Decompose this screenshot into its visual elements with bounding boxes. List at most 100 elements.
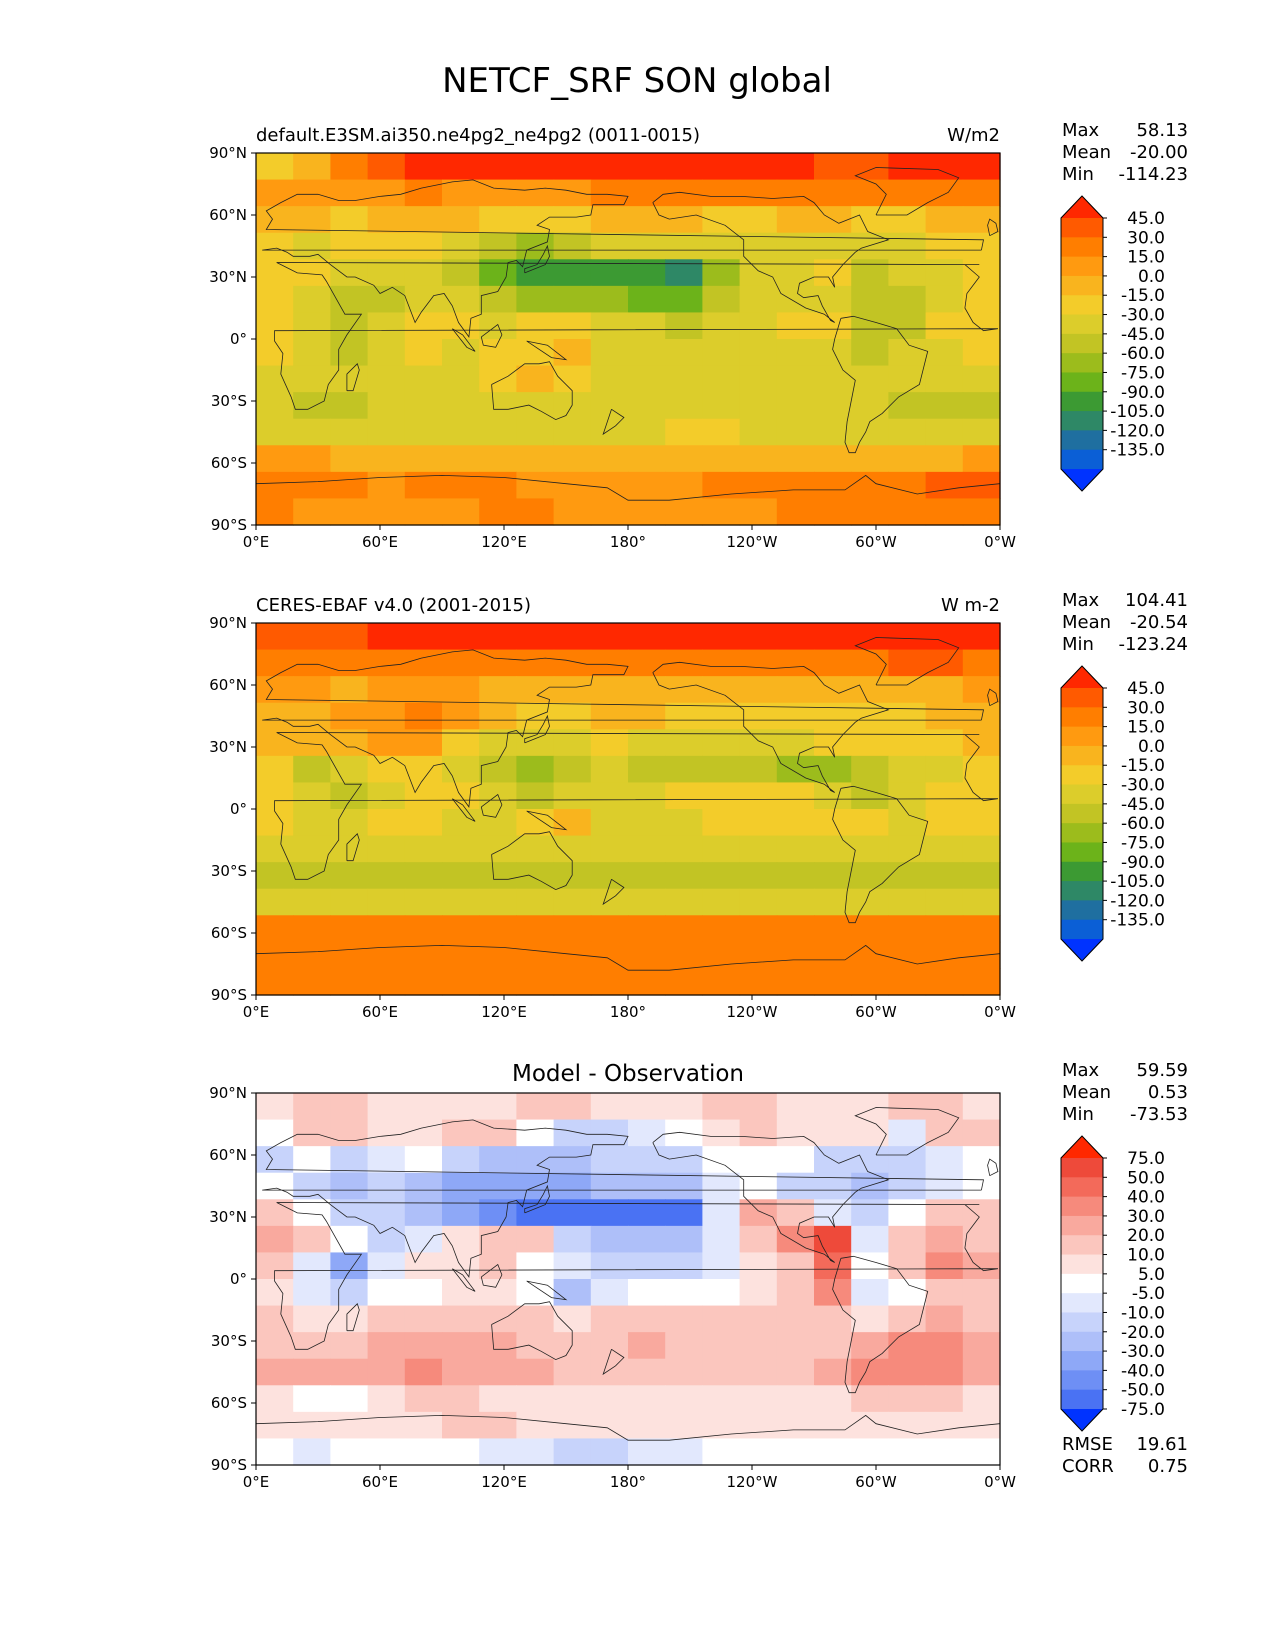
field-cell <box>516 835 555 863</box>
field-cell <box>628 1225 666 1254</box>
field-cell <box>442 339 480 367</box>
field-cell <box>925 285 964 314</box>
field-cell <box>293 179 331 207</box>
field-cell <box>256 179 294 207</box>
lon-tick-label: 0°W <box>984 1473 1016 1491</box>
field-cell <box>330 809 369 837</box>
field-cell <box>553 232 592 260</box>
colorbar-label: -75.0 <box>1121 1400 1165 1420</box>
field-cell <box>925 1358 964 1386</box>
field-cell <box>739 153 778 181</box>
panel-title-center: Model - Observation <box>512 1061 744 1087</box>
field-cell <box>925 1093 964 1121</box>
field-cell <box>888 1385 927 1413</box>
colorbar-label: -15.0 <box>1121 756 1165 776</box>
field-cell <box>516 498 555 526</box>
coastline <box>491 831 573 891</box>
field-cell <box>330 339 369 367</box>
lat-tick-label: 30°N <box>209 1208 247 1226</box>
field-cell <box>628 862 666 890</box>
field-cell <box>628 1385 666 1413</box>
field-cell <box>665 1438 703 1466</box>
field-cell <box>628 1411 666 1440</box>
stat-value: -20.54 <box>1130 612 1188 633</box>
field-cell <box>851 259 889 287</box>
field-cell <box>702 1411 741 1440</box>
field-cell <box>739 941 778 970</box>
field-cell <box>665 1279 703 1307</box>
colorbar-label: 40.0 <box>1127 1188 1165 1208</box>
field-cell <box>293 835 331 863</box>
stat-value: 104.41 <box>1125 590 1188 611</box>
colorbar-label: 15.0 <box>1127 718 1165 738</box>
field-cell <box>702 312 741 340</box>
field-cell <box>590 1358 629 1386</box>
field-cell <box>888 179 927 207</box>
field-cell <box>814 809 852 837</box>
field-cell <box>814 1199 852 1227</box>
field-cell <box>479 1438 517 1466</box>
field-cell <box>256 915 294 943</box>
field-cell <box>367 888 406 916</box>
coastlines <box>255 1107 1000 1441</box>
field-cell <box>479 153 517 181</box>
coastline <box>262 649 984 808</box>
field-cell <box>739 1199 778 1227</box>
coastline <box>274 1202 998 1350</box>
field-cell <box>702 729 741 757</box>
field-cell <box>479 1332 517 1360</box>
field-cell <box>442 676 480 704</box>
field-cell <box>962 1385 1001 1413</box>
field-cell <box>888 729 927 757</box>
field-cell <box>776 1358 815 1386</box>
coastline <box>987 218 999 237</box>
field-cell <box>479 862 517 890</box>
field-cell <box>256 862 294 890</box>
field-cell <box>256 1172 294 1200</box>
field-cell <box>888 498 927 526</box>
coastline <box>480 793 503 818</box>
coastline <box>491 1301 573 1361</box>
field-cell <box>628 1332 666 1360</box>
colorbar-segment <box>1061 1215 1103 1236</box>
field-cell <box>925 729 964 757</box>
field-cell <box>330 179 369 207</box>
field-cell <box>925 676 964 704</box>
field-cell <box>739 471 778 500</box>
field-cell <box>330 1093 369 1121</box>
field-cell <box>330 1438 369 1466</box>
field-cell <box>776 1438 815 1466</box>
colorbar-extend-top <box>1061 666 1103 688</box>
field-cell <box>851 915 889 943</box>
field-cell <box>330 498 369 526</box>
panel-units: W/m2 <box>947 125 1000 146</box>
field-cell <box>367 1358 406 1386</box>
field-cell <box>404 1093 443 1121</box>
field-cell <box>404 649 443 677</box>
field-cell <box>925 153 964 181</box>
field-cell <box>814 623 852 651</box>
field-cell <box>404 392 443 420</box>
field-cell <box>553 498 592 526</box>
field-cell <box>739 1252 778 1280</box>
field-cell <box>962 445 1001 473</box>
field-cell <box>553 968 592 996</box>
lon-tick-label: 180° <box>610 533 646 551</box>
colorbar-segment <box>1061 688 1103 708</box>
field-cell <box>776 339 815 367</box>
field-cell <box>665 1305 703 1333</box>
coastline <box>652 1131 890 1263</box>
colorbar-label: -120.0 <box>1110 421 1165 441</box>
field-cell <box>851 1252 889 1280</box>
field-cell <box>553 206 592 234</box>
field-cell <box>256 676 294 704</box>
field-cell <box>590 1093 629 1121</box>
field-cell <box>590 1172 629 1200</box>
colorbar-label: -30.0 <box>1121 1342 1165 1362</box>
field-cell <box>367 1411 406 1440</box>
field-cell <box>851 702 889 730</box>
field-cell <box>851 232 889 260</box>
field-cell <box>888 232 927 260</box>
field-cell <box>404 1119 443 1147</box>
field-cell <box>293 915 331 943</box>
